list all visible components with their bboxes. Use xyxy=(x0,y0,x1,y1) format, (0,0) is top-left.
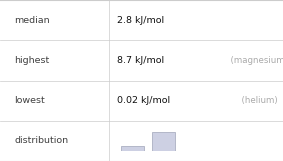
Text: 0.02 kJ/mol: 0.02 kJ/mol xyxy=(117,96,171,105)
Bar xyxy=(152,132,175,151)
Text: 2.8 kJ/mol: 2.8 kJ/mol xyxy=(117,16,165,25)
Bar xyxy=(121,146,144,151)
Text: (helium): (helium) xyxy=(236,96,277,105)
Text: median: median xyxy=(14,16,50,25)
Text: (magnesium): (magnesium) xyxy=(225,56,283,65)
Text: 8.7 kJ/mol: 8.7 kJ/mol xyxy=(117,56,165,65)
Text: highest: highest xyxy=(14,56,50,65)
Text: distribution: distribution xyxy=(14,136,68,145)
Text: lowest: lowest xyxy=(14,96,45,105)
